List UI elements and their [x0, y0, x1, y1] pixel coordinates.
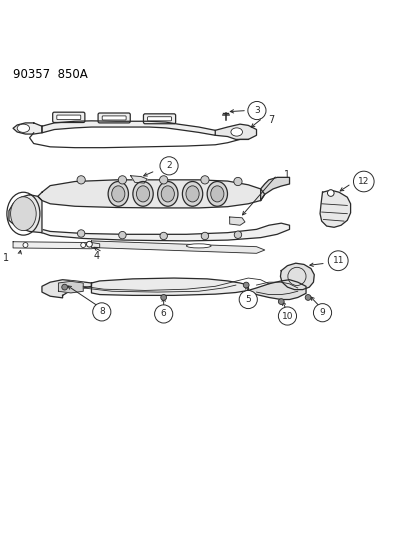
FancyBboxPatch shape: [98, 113, 130, 123]
Circle shape: [159, 232, 167, 240]
Text: 9: 9: [319, 308, 325, 317]
FancyBboxPatch shape: [57, 115, 81, 119]
Ellipse shape: [11, 197, 36, 231]
Polygon shape: [42, 280, 91, 298]
Text: 1: 1: [284, 170, 290, 180]
Circle shape: [159, 157, 178, 175]
Circle shape: [304, 295, 310, 300]
Text: 12: 12: [357, 177, 368, 186]
Polygon shape: [13, 123, 42, 134]
Circle shape: [327, 190, 333, 196]
Polygon shape: [58, 281, 83, 293]
Circle shape: [328, 251, 347, 271]
Text: 2: 2: [166, 161, 171, 171]
Circle shape: [118, 176, 126, 184]
Circle shape: [159, 176, 167, 184]
Text: 8: 8: [99, 308, 104, 317]
Polygon shape: [9, 195, 42, 233]
Circle shape: [77, 176, 85, 184]
Ellipse shape: [157, 182, 178, 206]
Text: 4: 4: [93, 251, 100, 261]
Ellipse shape: [108, 182, 128, 206]
Polygon shape: [131, 176, 147, 183]
Circle shape: [81, 243, 85, 247]
Ellipse shape: [230, 128, 242, 136]
Circle shape: [278, 307, 296, 325]
FancyBboxPatch shape: [102, 116, 126, 120]
Text: 11: 11: [332, 256, 343, 265]
Circle shape: [313, 304, 331, 322]
FancyBboxPatch shape: [52, 112, 85, 123]
Ellipse shape: [210, 186, 223, 202]
Circle shape: [201, 232, 208, 240]
Circle shape: [243, 282, 249, 288]
Ellipse shape: [161, 186, 174, 202]
Polygon shape: [215, 124, 256, 140]
Polygon shape: [280, 263, 313, 289]
Polygon shape: [260, 177, 289, 200]
Ellipse shape: [112, 186, 125, 202]
Polygon shape: [91, 278, 248, 295]
Text: 7: 7: [267, 115, 273, 125]
Ellipse shape: [17, 124, 29, 132]
Ellipse shape: [182, 182, 202, 206]
FancyBboxPatch shape: [147, 117, 171, 121]
Text: 10: 10: [281, 311, 292, 320]
Polygon shape: [42, 223, 289, 241]
Polygon shape: [91, 241, 264, 253]
Circle shape: [353, 171, 373, 192]
Polygon shape: [42, 121, 215, 135]
Ellipse shape: [133, 182, 153, 206]
Circle shape: [239, 290, 257, 309]
Text: 1: 1: [2, 253, 9, 263]
Polygon shape: [38, 180, 264, 208]
Circle shape: [154, 305, 172, 323]
Ellipse shape: [185, 186, 199, 202]
FancyBboxPatch shape: [143, 114, 175, 124]
Text: 6: 6: [160, 310, 166, 318]
Polygon shape: [13, 242, 100, 249]
Circle shape: [234, 231, 241, 238]
Text: 3: 3: [254, 106, 259, 115]
Circle shape: [200, 176, 209, 184]
Circle shape: [77, 230, 85, 237]
Polygon shape: [248, 280, 305, 300]
Ellipse shape: [136, 186, 149, 202]
Ellipse shape: [206, 182, 227, 206]
Circle shape: [23, 243, 28, 247]
Circle shape: [233, 177, 242, 185]
Ellipse shape: [186, 244, 211, 248]
Circle shape: [278, 298, 283, 304]
Circle shape: [93, 303, 111, 321]
Polygon shape: [319, 190, 350, 227]
Circle shape: [160, 295, 166, 300]
Polygon shape: [229, 217, 244, 225]
Text: 90357  850A: 90357 850A: [13, 68, 88, 82]
Text: 5: 5: [245, 295, 251, 304]
Circle shape: [62, 284, 67, 290]
Circle shape: [247, 101, 266, 119]
Circle shape: [86, 241, 92, 247]
Circle shape: [119, 231, 126, 239]
